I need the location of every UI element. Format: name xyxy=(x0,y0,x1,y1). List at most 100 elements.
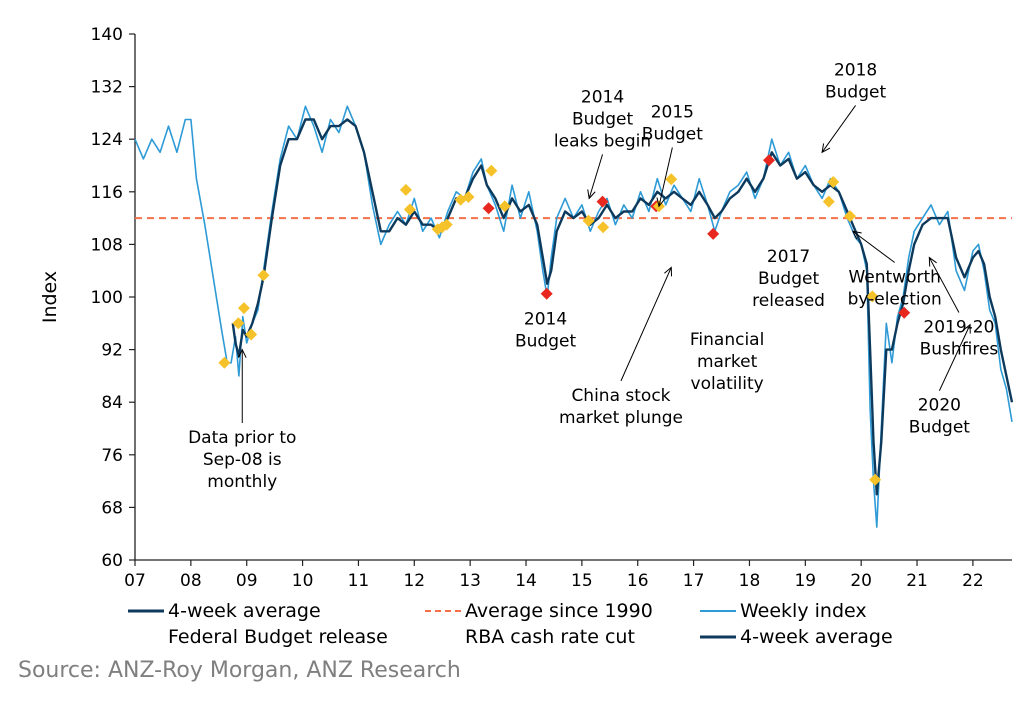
rate-cut-marker xyxy=(844,210,857,223)
rate-cut-marker xyxy=(665,173,678,186)
annotation-line: 2018 xyxy=(834,60,877,80)
annotation-line: Financial xyxy=(690,330,764,350)
rate-cut-marker xyxy=(440,218,453,231)
rate-cut-marker xyxy=(218,356,231,369)
x-tick-label: 13 xyxy=(459,571,481,591)
annotation-line: China stock xyxy=(571,386,670,406)
x-tick-label: 22 xyxy=(962,571,984,591)
annotation-line: Budget xyxy=(909,418,970,438)
annotation-line: volatility xyxy=(691,374,764,394)
rate-cut-marker xyxy=(237,302,250,315)
rate-cut-marker xyxy=(257,269,270,282)
y-tick-label: 92 xyxy=(101,341,123,361)
annotation-bushfires: 2019-20Bushfires xyxy=(920,318,999,360)
annotation-line: 2014 xyxy=(524,310,567,330)
annotation-budget2017: 2017 Budget released xyxy=(752,247,825,311)
rate-cut-marker xyxy=(403,203,416,216)
annotation-arrow xyxy=(588,154,604,199)
x-tick-label: 19 xyxy=(794,571,816,591)
budget-release-marker xyxy=(707,227,720,240)
rate-cut-marker xyxy=(822,195,835,208)
annotation-line: Data prior to xyxy=(188,428,296,448)
x-tick-label: 07 xyxy=(124,571,146,591)
x-tick-label: 10 xyxy=(292,571,314,591)
annotation-arrowhead xyxy=(962,323,971,334)
annotation-arrowhead xyxy=(237,348,247,358)
annotation-line: 2017 xyxy=(767,247,810,267)
x-tick-label: 20 xyxy=(850,571,872,591)
four-week-average-line xyxy=(231,118,1014,496)
annotation-line: monthly xyxy=(207,472,277,492)
rate-cut-marker xyxy=(582,214,595,227)
annotation-arrowhead xyxy=(851,230,862,240)
annotation-budget2015: 2015 Budget xyxy=(642,103,703,145)
annotation-arrowhead xyxy=(821,143,831,154)
rate-cut-marker xyxy=(462,191,475,204)
rate-cut-marker xyxy=(399,183,412,196)
rate-cut-marker xyxy=(498,200,511,213)
axes: 60 68 76 84 92 100 108 116 124 132 140 07 08 09 10 11 12… xyxy=(39,25,1012,591)
legend: 4-week average Average since 1990 Weekly i… xyxy=(128,600,893,648)
annotation-arrowhead xyxy=(656,197,665,208)
annotation-line: market plunge xyxy=(559,408,683,428)
x-tick-label: 16 xyxy=(627,571,649,591)
y-tick-label: 116 xyxy=(91,183,123,203)
y-tick-label: 100 xyxy=(91,288,123,308)
y-tick-label: 68 xyxy=(101,498,123,518)
legend-label: Weekly index xyxy=(740,600,867,622)
budget-release-marker xyxy=(540,287,553,300)
annotation-line: Budget xyxy=(572,109,633,129)
annotation-arrowhead xyxy=(928,256,937,267)
annotation-budget2020: 2020 Budget xyxy=(909,396,970,438)
rate-cut-marker xyxy=(232,317,245,330)
annotation-line: Sep-08 is xyxy=(203,450,282,470)
annotation-arrow xyxy=(658,147,673,207)
budget-release-marker xyxy=(482,202,495,215)
rate-cut-marker xyxy=(485,164,498,177)
annotation-arrow xyxy=(928,257,960,313)
legend-label: Average since 1990 xyxy=(465,600,653,622)
annotation-wentworth: Wentworth by-election xyxy=(848,268,942,310)
annotation-budget2014: 2014 Budget xyxy=(515,310,576,352)
rate-cut-marker xyxy=(866,290,879,303)
y-tick-label: 132 xyxy=(91,78,123,98)
annotation-line: Budget xyxy=(825,82,886,102)
y-axis-label: Index xyxy=(39,271,61,323)
y-tick-label: 76 xyxy=(101,446,123,466)
y-tick-label: 124 xyxy=(91,130,123,150)
legend-label: RBA cash rate cut xyxy=(465,626,635,648)
y-tick-label: 60 xyxy=(101,551,123,571)
rate-cut-marker xyxy=(245,328,258,341)
x-tick-label: 12 xyxy=(403,571,425,591)
annotation-line: leaks begin xyxy=(554,131,651,151)
rate-cut-marker xyxy=(827,175,840,188)
legend-label: Federal Budget release xyxy=(168,626,388,648)
budget-release-marker xyxy=(898,306,911,319)
annotation-arrowhead xyxy=(587,189,596,200)
x-tick-label: 11 xyxy=(348,571,370,591)
annotation-line: Budget xyxy=(515,332,576,352)
annotation-line: Wentworth xyxy=(848,268,940,288)
annotation-line: 2019-20 xyxy=(923,318,994,338)
annotation-line: 2015 xyxy=(651,103,694,123)
legend-label: 4-week average xyxy=(740,626,893,648)
annotation-line: market xyxy=(697,352,758,372)
x-tick-label: 14 xyxy=(515,571,537,591)
x-tick-label: 18 xyxy=(739,571,761,591)
annotation-arrow xyxy=(938,324,971,391)
annotation-volatility: Financial market volatility xyxy=(690,330,764,394)
annotation-arrow xyxy=(821,105,856,153)
budget-release-marker xyxy=(596,195,609,208)
annotation-monthly-note: Data prior to Sep-08 is monthly xyxy=(188,428,296,492)
y-tick-label: 108 xyxy=(91,235,123,255)
annotation-line: Budget xyxy=(642,125,703,145)
annotation-budget2018: 2018 Budget xyxy=(825,60,886,102)
x-tick-label: 17 xyxy=(683,571,705,591)
annotation-line: released xyxy=(752,291,825,311)
y-tick-label: 140 xyxy=(91,25,123,45)
annotation-line: Budget xyxy=(758,269,819,289)
annotation-arrowhead xyxy=(664,266,673,277)
annotation-line: 2020 xyxy=(918,396,961,416)
y-tick-label: 84 xyxy=(101,393,123,413)
